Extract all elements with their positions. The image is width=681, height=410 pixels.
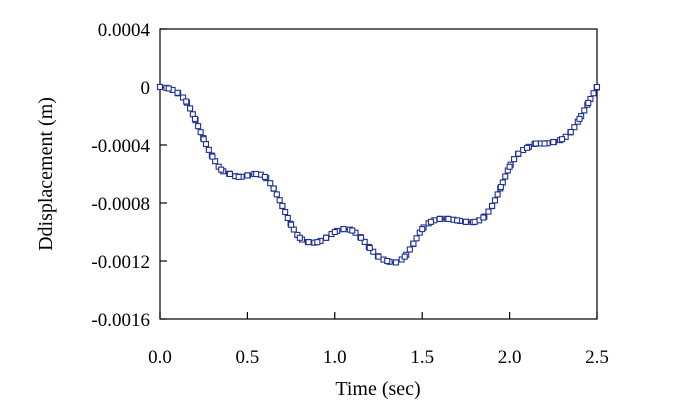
data-marker bbox=[276, 197, 283, 204]
data-marker bbox=[267, 180, 274, 187]
data-point bbox=[392, 259, 400, 266]
data-marker bbox=[273, 191, 280, 198]
y-tick-label: 0 bbox=[141, 78, 151, 99]
data-marker bbox=[590, 90, 597, 97]
data-point bbox=[480, 214, 487, 221]
x-tick-label: 2.0 bbox=[498, 347, 522, 368]
y-axis-ticks: 0.0004 0 -0.0004 -0.0008 -0.0012 -0.0016 bbox=[91, 20, 167, 331]
data-point bbox=[445, 215, 452, 222]
x-tick-label: 1.5 bbox=[410, 347, 434, 368]
series-layer bbox=[156, 83, 601, 266]
data-marker bbox=[282, 208, 289, 216]
data-marker bbox=[511, 156, 518, 163]
data-point bbox=[191, 115, 199, 122]
data-point bbox=[506, 163, 513, 170]
data-point bbox=[366, 244, 373, 251]
data-point bbox=[270, 185, 277, 192]
data-point bbox=[462, 218, 469, 225]
data-point bbox=[323, 234, 330, 241]
data-point bbox=[550, 139, 557, 146]
data-point bbox=[576, 115, 583, 122]
data-point bbox=[226, 170, 233, 178]
data-point bbox=[384, 257, 391, 265]
data-point bbox=[314, 239, 321, 246]
data-marker bbox=[180, 94, 187, 101]
data-marker bbox=[485, 208, 492, 215]
data-point bbox=[305, 239, 312, 246]
x-axis-title: Time (sec) bbox=[335, 378, 420, 400]
data-point bbox=[532, 140, 539, 147]
y-tick-label: 0.0004 bbox=[98, 20, 151, 41]
data-marker bbox=[187, 105, 194, 112]
data-point bbox=[296, 234, 303, 241]
data-marker bbox=[195, 123, 202, 130]
x-tick-label: 2.5 bbox=[585, 347, 609, 368]
data-point bbox=[524, 144, 531, 151]
y-tick-label: -0.0004 bbox=[91, 136, 150, 157]
data-point bbox=[331, 228, 338, 236]
data-point bbox=[375, 253, 382, 260]
data-point bbox=[244, 172, 251, 179]
data-point bbox=[471, 218, 478, 225]
data-point bbox=[541, 140, 548, 147]
data-marker bbox=[197, 129, 204, 136]
data-point bbox=[427, 218, 434, 225]
data-point bbox=[419, 226, 426, 233]
y-tick-label: -0.0008 bbox=[91, 194, 150, 215]
data-marker bbox=[413, 235, 420, 242]
data-point bbox=[200, 136, 207, 143]
data-point bbox=[489, 202, 496, 209]
data-point bbox=[156, 83, 164, 91]
data-marker bbox=[406, 246, 413, 253]
data-marker bbox=[361, 238, 368, 245]
y-axis-title: Ddisplacement (m) bbox=[35, 97, 57, 251]
data-marker bbox=[205, 146, 212, 153]
data-point bbox=[454, 217, 461, 224]
data-point bbox=[235, 173, 242, 180]
data-marker bbox=[502, 173, 509, 180]
data-point bbox=[593, 83, 601, 91]
data-marker bbox=[284, 214, 291, 222]
y-tick-label: -0.0012 bbox=[91, 252, 150, 273]
data-point bbox=[567, 128, 574, 135]
data-point bbox=[497, 184, 504, 191]
data-marker bbox=[494, 191, 501, 198]
data-point bbox=[410, 240, 417, 247]
x-tick-label: 0.5 bbox=[236, 347, 260, 368]
data-point bbox=[558, 136, 566, 143]
x-axis-ticks: 0.0 0.5 1.0 1.5 2.0 2.5 bbox=[148, 312, 609, 368]
data-point bbox=[218, 166, 225, 173]
data-point bbox=[288, 221, 295, 228]
data-marker bbox=[581, 107, 588, 114]
data-point bbox=[174, 89, 181, 96]
data-point bbox=[349, 227, 356, 234]
data-point bbox=[401, 253, 408, 260]
data-point bbox=[253, 170, 260, 178]
data-marker bbox=[491, 197, 499, 204]
plot-frame bbox=[159, 28, 598, 320]
data-point bbox=[261, 173, 268, 180]
x-tick-label: 1.0 bbox=[323, 347, 347, 368]
data-marker bbox=[202, 140, 210, 148]
data-point bbox=[515, 150, 522, 157]
series-line bbox=[159, 86, 598, 264]
data-point bbox=[357, 234, 365, 241]
data-point bbox=[279, 202, 286, 209]
data-point bbox=[436, 215, 443, 222]
data-point bbox=[209, 153, 216, 160]
data-point bbox=[340, 226, 347, 233]
data-point bbox=[183, 98, 190, 105]
data-point bbox=[585, 99, 592, 106]
data-marker bbox=[571, 124, 578, 131]
y-tick-label: -0.0016 bbox=[91, 310, 150, 331]
data-point bbox=[165, 85, 172, 92]
data-marker bbox=[370, 248, 377, 255]
x-tick-label: 0.0 bbox=[148, 347, 172, 368]
